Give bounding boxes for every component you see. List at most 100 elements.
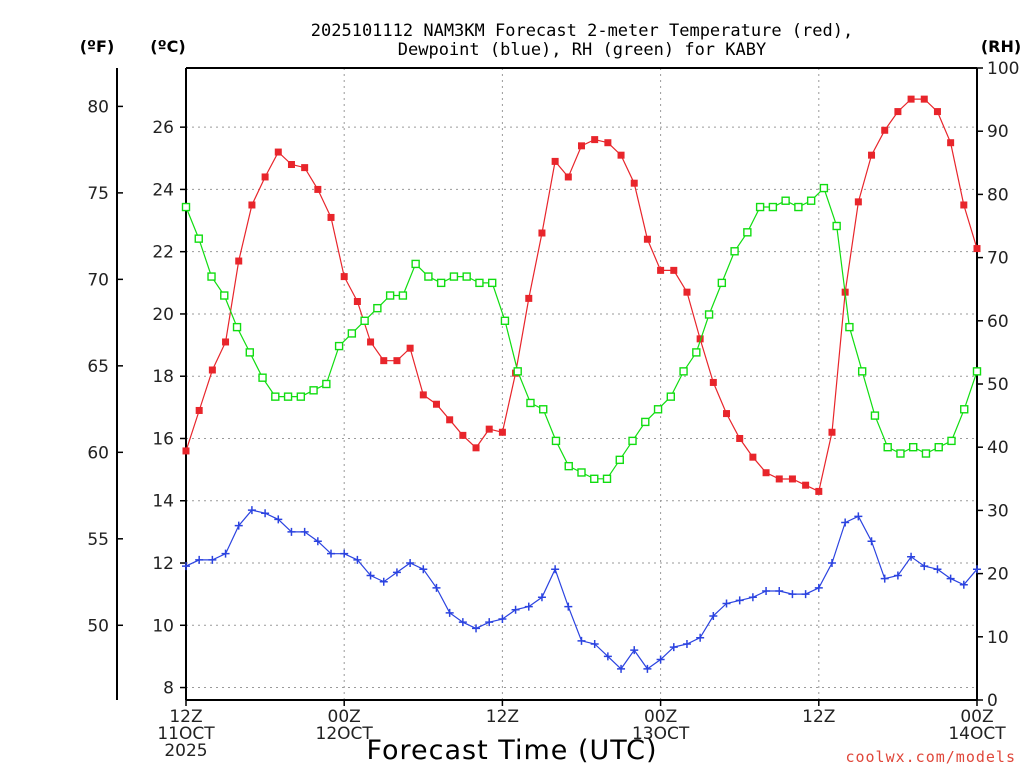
temperature-point <box>208 366 216 374</box>
rh-point <box>947 436 956 446</box>
celsius-axis-unit: (ºC) <box>150 37 185 56</box>
temperature-point <box>709 378 717 386</box>
temperature-point <box>723 410 731 418</box>
rh-point <box>385 291 395 300</box>
rh-tick-label: 0 <box>987 691 998 711</box>
rh-point <box>181 202 191 212</box>
dewpoint-point <box>696 633 705 642</box>
dewpoint-point <box>577 636 586 645</box>
temperature-point <box>802 481 810 489</box>
rh-point <box>692 348 701 357</box>
rh-point <box>245 348 254 357</box>
temperature-point <box>393 357 401 365</box>
dewpoint-point <box>432 583 441 592</box>
x-tick-label: 2025 <box>164 741 207 761</box>
temperature-point <box>854 198 862 206</box>
dewpoint-point <box>419 565 428 574</box>
temperature-point <box>933 108 941 116</box>
dewpoint-point <box>762 587 771 596</box>
dewpoint-point <box>445 608 454 617</box>
rh-point <box>615 455 624 465</box>
axes <box>116 67 983 706</box>
rh-point <box>347 329 357 338</box>
dewpoint-point <box>907 552 916 561</box>
temperature-point <box>485 425 493 433</box>
grid-lines <box>186 68 977 700</box>
x-tick-label: 11OCT <box>157 724 215 744</box>
chart-title-line-1: 2025101112 NAM3KM Forecast 2-meter Tempe… <box>311 21 853 41</box>
dewpoint-point <box>854 512 863 521</box>
celsius-tick-label: 24 <box>152 180 174 200</box>
dewpoint-point <box>946 574 955 583</box>
rh-point <box>539 405 548 414</box>
rh-point <box>296 392 306 401</box>
rh-point <box>857 367 867 376</box>
rh-tick-label: 80 <box>987 185 1009 205</box>
temperature-point <box>775 475 783 483</box>
rh-point <box>934 443 943 452</box>
rh-point <box>909 443 918 452</box>
temperature-point <box>261 173 269 181</box>
temperature-point <box>591 136 599 144</box>
temperature-point <box>432 400 440 408</box>
rh-tick-label: 90 <box>987 122 1009 142</box>
temperature-point <box>907 95 915 103</box>
dewpoint-point <box>775 587 784 596</box>
temperature-point <box>657 266 665 274</box>
celsius-tick-label: 18 <box>152 367 174 387</box>
dewpoint-point <box>827 559 836 568</box>
temperature-point <box>736 434 744 442</box>
fahrenheit-tick-label: 65 <box>87 357 109 377</box>
fahrenheit-tick-label: 55 <box>87 530 109 550</box>
dewpoint-point <box>221 549 230 558</box>
rh-point <box>794 202 803 212</box>
temperature-point <box>459 431 467 439</box>
temperature-point <box>287 161 295 169</box>
temperature-point <box>894 108 902 116</box>
dewpoint-point <box>973 565 981 574</box>
dewpoint-point <box>617 664 626 673</box>
temperature-point <box>222 338 230 346</box>
dewpoint-point <box>551 565 560 574</box>
celsius-tick-label: 12 <box>152 554 174 574</box>
rh-point <box>806 196 816 205</box>
dewpoint-point <box>247 506 256 515</box>
temperature-point <box>235 257 243 265</box>
rh-tick-label: 40 <box>987 438 1009 458</box>
dewpoint-point <box>959 580 968 589</box>
temperature-point <box>551 157 559 165</box>
rh-point <box>628 436 637 446</box>
rh-point <box>832 221 841 231</box>
dewpoint-point <box>327 549 336 558</box>
temperature-point <box>749 453 757 461</box>
x-tick-label: 00Z <box>644 707 677 727</box>
rh-point <box>194 234 203 243</box>
dewpoint-point <box>208 555 217 564</box>
rh-point <box>271 392 280 401</box>
rh-point <box>704 310 714 319</box>
rh-point <box>398 291 408 300</box>
rh-point <box>870 411 880 420</box>
temperature-point <box>604 139 612 147</box>
rh-point <box>755 202 765 212</box>
temperature-point <box>630 179 638 187</box>
x-tick-label: 12OCT <box>316 724 374 744</box>
dewpoint-point <box>682 639 691 648</box>
dewpoint-point <box>485 618 494 627</box>
celsius-tick-label: 16 <box>152 429 174 449</box>
rh-point <box>768 202 778 212</box>
temperature-point <box>670 266 678 274</box>
dewpoint-point <box>537 593 546 602</box>
dewpoint-point <box>287 527 296 536</box>
dewpoint-point <box>498 615 507 624</box>
temperature-point <box>301 164 309 172</box>
rh-point <box>564 461 573 471</box>
rh-point <box>743 228 752 237</box>
rh-point <box>526 398 535 408</box>
dewpoint-point <box>603 652 612 661</box>
temperature-point <box>327 213 335 221</box>
tick-labels: 8 10 12 14 16 18 20 22 24 26 50 55 60 65 70 75 80 0 10 20 30… <box>87 59 1019 761</box>
dewpoint-point <box>379 577 388 586</box>
temperature-point <box>762 469 770 477</box>
